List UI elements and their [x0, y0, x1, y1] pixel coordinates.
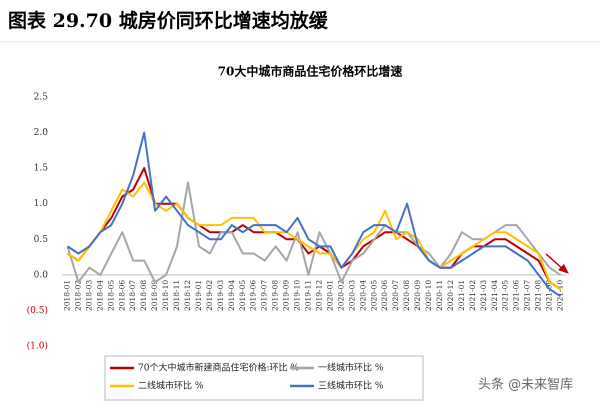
y-tick-label: (0.5): [27, 305, 48, 316]
y-tick-label: 2.0: [34, 128, 49, 138]
series-line: [66, 181, 562, 283]
x-tick-label: 2021-05: [501, 280, 510, 311]
x-tick-label: 2021-03: [479, 280, 488, 311]
x-tick-label: 2018-07: [128, 280, 137, 311]
x-tick-label: 2019-08: [271, 280, 280, 311]
x-tick-label: 2020-12: [446, 280, 455, 311]
x-tick-label: 2019-03: [216, 280, 225, 311]
legend-label: 70个大中城市新建商品住宅价格:环比 %: [138, 362, 299, 374]
series-line: [66, 181, 562, 290]
x-tick-label: 2020-05: [369, 280, 378, 311]
x-tick-label: 2021-07: [523, 280, 532, 311]
x-tick-label: 2021-09: [545, 280, 554, 311]
legend-box: [104, 355, 424, 401]
y-tick-label: 0.5: [34, 235, 49, 245]
x-tick-label: 2019-02: [205, 280, 214, 311]
x-tick-label: 2018-08: [139, 280, 148, 311]
x-tick-label: 2018-06: [117, 280, 126, 311]
x-tick-label: 2020-01: [325, 280, 334, 311]
legend-label: 三线城市环比 %: [318, 380, 384, 392]
x-tick-label: 2021-08: [534, 280, 543, 311]
x-tick-label: 2019-07: [260, 280, 269, 311]
x-tick-label: 2019-05: [238, 280, 247, 311]
y-tick-label: 2.5: [34, 93, 49, 103]
x-tick-label: 2020-02: [336, 280, 345, 311]
x-tick-label: 2020-06: [380, 280, 389, 311]
x-tick-label: 2018-09: [150, 280, 159, 311]
x-tick-label: 2019-06: [249, 280, 258, 311]
arrow-head: [558, 264, 569, 274]
x-tick-label: 2019-04: [227, 280, 236, 311]
x-tick-label: 2020-03: [347, 280, 356, 311]
x-tick-label: 2020-07: [391, 280, 400, 311]
trend-arrow: [545, 253, 569, 274]
page-heading: 图表 29.70 城房价同环比增速均放缓: [8, 9, 329, 32]
x-tick-label: 2018-12: [183, 280, 192, 311]
y-tick-label: (1.0): [27, 341, 48, 352]
chart-title: 70大中城市商品住宅价格环比增速: [218, 64, 403, 79]
x-tick-label: 2019-10: [293, 280, 302, 311]
x-tick-label: 2021-04: [490, 280, 499, 311]
x-tick-label: 2018-02: [73, 280, 82, 311]
x-tick-label: 2018-01: [62, 280, 71, 311]
x-tick-label: 2020-04: [358, 280, 367, 311]
x-tick-label: 2018-03: [84, 280, 93, 311]
y-tick-label: 1.5: [34, 164, 49, 174]
y-tick-label: 0.0: [34, 270, 49, 280]
x-tick-label: 2021-06: [512, 280, 521, 311]
watermark: 头条 @未来智库: [478, 377, 573, 393]
x-tick-label: 2019-01: [194, 280, 203, 311]
x-tick-label: 2018-04: [95, 280, 104, 311]
x-tick-label: 2019-11: [304, 280, 313, 311]
x-tick-label: 2018-11: [172, 280, 181, 311]
x-tick-label: 2020-08: [402, 280, 411, 311]
x-tick-label: 2018-10: [161, 280, 170, 311]
x-tick-label: 2020-10: [424, 280, 433, 311]
x-tick-label: 2020-11: [435, 280, 444, 311]
legend-label: 一线城市环比 %: [318, 362, 384, 374]
legend-label: 二线城市环比 %: [138, 380, 204, 392]
series-line: [66, 131, 562, 298]
y-tick-label: 1.0: [34, 199, 49, 209]
x-tick-label: 2020-09: [413, 280, 422, 311]
x-tick-label: 2021-02: [468, 280, 477, 311]
x-tick-label: 2019-09: [282, 280, 291, 311]
x-tick-label: 2019-12: [314, 280, 323, 311]
x-tick-label: 2021-01: [457, 280, 466, 311]
x-tick-label: 2018-05: [106, 280, 115, 311]
